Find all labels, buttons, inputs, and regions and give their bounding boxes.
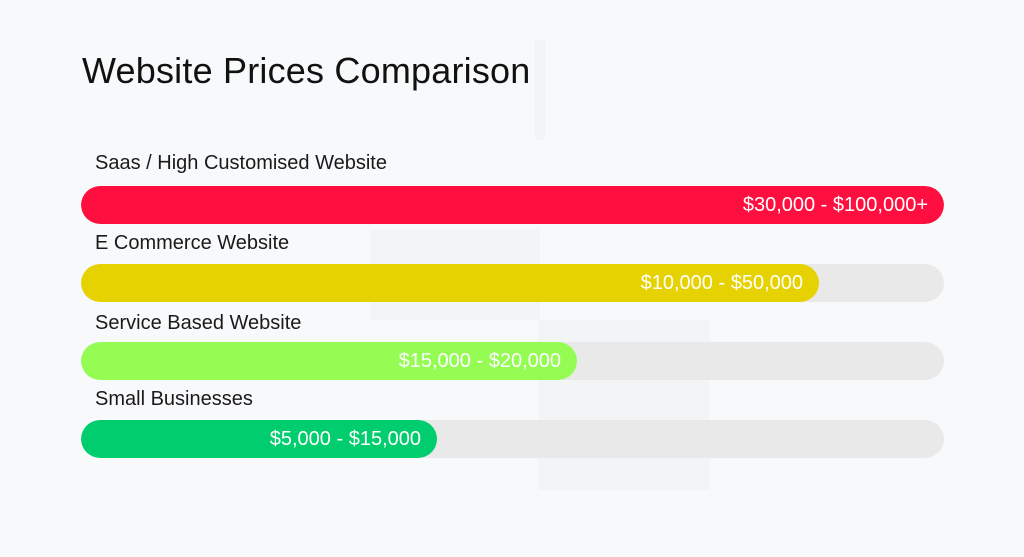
bar-track: $5,000 - $15,000	[81, 420, 944, 458]
bar-track: $30,000 - $100,000+	[81, 186, 944, 224]
bar-category-label: E Commerce Website	[95, 232, 290, 254]
bar-row: E Commerce Website $10,000 - $50,000	[81, 232, 944, 312]
bar-value-label: $5,000 - $15,000	[269, 428, 421, 450]
bar-row: Small Businesses $5,000 - $15,000	[81, 388, 944, 468]
bar-value-label: $15,000 - $20,000	[398, 350, 561, 372]
bar-value-label: $30,000 - $100,000+	[742, 194, 928, 216]
bar-fill	[81, 420, 437, 458]
bar-category-label: Saas / High Customised Website	[95, 152, 387, 174]
bar-fill	[81, 264, 819, 302]
bar-category-label: Service Based Website	[95, 312, 302, 334]
bar-fill	[81, 342, 577, 380]
bar-row: Service Based Website $15,000 - $20,000	[81, 312, 944, 392]
bar-row: Saas / High Customised Website $30,000 - …	[81, 152, 944, 232]
bar-track: $15,000 - $20,000	[81, 342, 944, 380]
chart-title: Website Prices Comparison	[82, 50, 531, 91]
bar-value-label: $10,000 - $50,000	[640, 272, 803, 294]
bar-track: $10,000 - $50,000	[81, 264, 944, 302]
bar-category-label: Small Businesses	[95, 388, 253, 410]
bar-fill	[81, 186, 944, 224]
background-panel-top	[535, 40, 545, 140]
